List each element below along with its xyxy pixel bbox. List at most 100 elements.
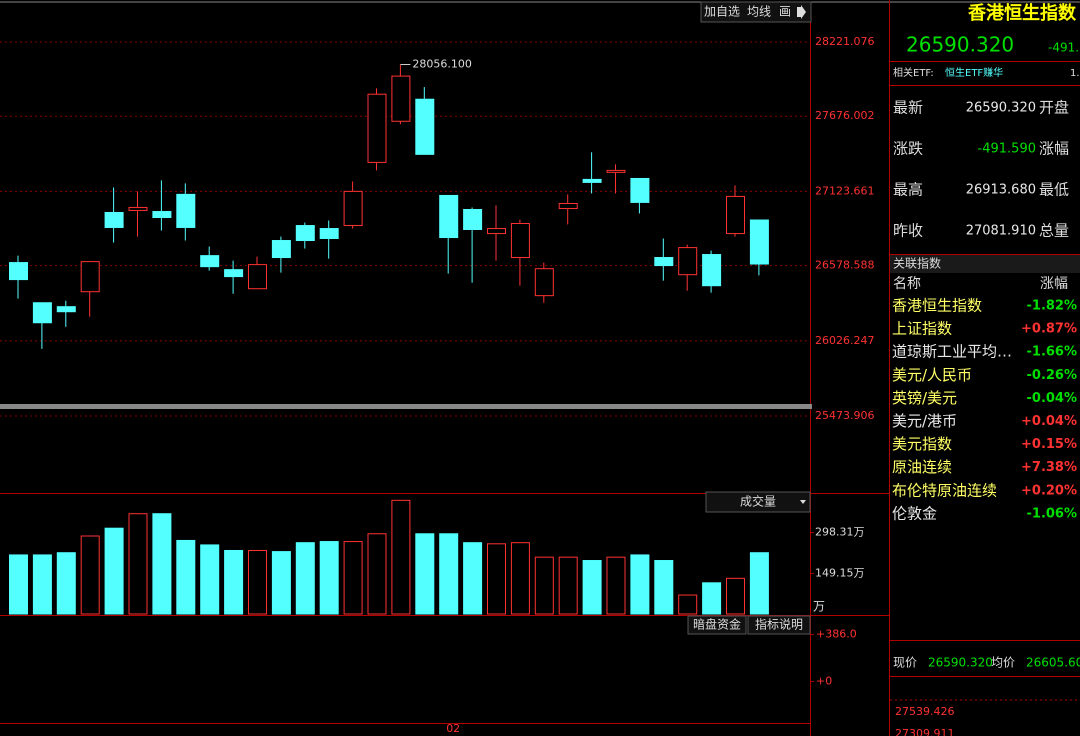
y-tick-label: 27676.002 — [815, 109, 875, 122]
annotation: 28056.100 — [412, 57, 472, 70]
splitter — [0, 404, 812, 409]
volume-bar — [678, 594, 698, 615]
volume-bar — [534, 556, 554, 615]
volume-bar — [487, 543, 506, 615]
index-change: +0.87% — [1021, 322, 1077, 337]
volume-bar — [80, 535, 100, 615]
index-name: 美元/人民币 — [892, 366, 972, 384]
candle-body — [104, 211, 124, 228]
intraday-avg: 26605.60 — [1026, 656, 1080, 670]
y-tick-label: 25473.906 — [815, 409, 875, 422]
candle-body — [271, 240, 291, 259]
index-change: -0.04% — [1027, 391, 1078, 406]
volume-bar — [152, 513, 172, 615]
y-tick-label: +386.0 — [816, 628, 857, 641]
intraday-tick: 27539.426 — [895, 705, 955, 718]
candle-body — [248, 264, 267, 290]
y-tick-label: 298.31万 — [815, 526, 865, 539]
toolbar-button[interactable]: 均线 — [747, 5, 771, 19]
candle-body — [319, 228, 339, 239]
volume-bar — [749, 552, 769, 615]
volume-bar — [128, 513, 148, 615]
index-name: 道琼斯工业平均… — [892, 343, 1012, 361]
candle-body — [343, 190, 363, 227]
dropdown-icon — [800, 500, 806, 504]
candle-body — [630, 177, 650, 203]
quote-price: 26590.320 — [906, 33, 1014, 57]
candle-body — [439, 194, 459, 239]
indicator-button[interactable] — [687, 615, 747, 635]
section-title: 关联指数 — [893, 256, 941, 271]
indicator-button-label[interactable]: 指标说明 — [755, 617, 803, 632]
candle-body — [9, 262, 28, 281]
index-change: +0.04% — [1021, 414, 1077, 429]
intraday-tick: 27309.911 — [895, 727, 955, 736]
volume-bar — [415, 533, 435, 615]
candle-body — [582, 178, 602, 183]
candle-body — [534, 268, 554, 297]
volume-bar — [343, 541, 363, 615]
candle-body — [80, 261, 100, 293]
candle-body — [56, 306, 76, 313]
candle-body — [176, 193, 196, 228]
volume-bar — [558, 556, 578, 615]
candle-body — [678, 247, 698, 276]
candle-body — [487, 228, 506, 235]
stat-label: 昨收 — [893, 222, 923, 240]
candle-body — [463, 208, 483, 230]
stat-label: 开盘 — [1039, 99, 1069, 117]
volume-bar — [510, 542, 530, 615]
y-tick-label: 28221.076 — [815, 35, 875, 48]
index-name: 上证指数 — [892, 320, 952, 338]
exit-icon[interactable] — [797, 5, 806, 19]
volume-bar — [200, 544, 220, 615]
volume-bar — [271, 551, 291, 615]
candle-body — [152, 211, 172, 219]
y-tick-label: 26026.247 — [815, 334, 875, 347]
intraday-price: 26590.320 — [928, 656, 993, 670]
volume-selector[interactable] — [705, 491, 811, 513]
volume-bar — [319, 541, 339, 615]
volume-unit: 万 — [813, 600, 825, 614]
volume-bar — [367, 533, 387, 615]
stat-label: 涨幅 — [1039, 140, 1069, 158]
stat-value: 26913.680 — [966, 183, 1036, 198]
stat-label: 最高 — [893, 181, 923, 199]
candle-body — [606, 169, 626, 173]
toolbar-button[interactable]: 加自选 — [704, 5, 740, 19]
index-change: +7.38% — [1021, 460, 1077, 475]
x-tick-label: 02 — [446, 722, 460, 735]
volume-bar — [726, 577, 745, 615]
index-name: 香港恒生指数 — [892, 297, 982, 315]
candle-body — [702, 254, 722, 287]
index-change: -1.82% — [1027, 299, 1078, 314]
volume-bar — [104, 527, 124, 615]
stat-value: 27081.910 — [966, 224, 1036, 239]
stat-value: -491.590 — [978, 142, 1036, 157]
volume-bar — [56, 552, 76, 615]
index-change: -1.66% — [1027, 345, 1078, 360]
candle-body — [654, 257, 674, 267]
volume-title: 成交量 — [740, 494, 776, 509]
toolbar — [700, 1, 812, 23]
toolbar-button[interactable]: 画 — [779, 5, 791, 19]
indicator-button-label[interactable]: 暗盘资金 — [693, 617, 741, 632]
index-name: 美元指数 — [892, 435, 952, 453]
index-name: 美元/港币 — [892, 412, 957, 430]
y-tick-label: 27123.661 — [815, 184, 875, 197]
quote-title: 香港恒生指数 — [967, 2, 1077, 24]
volume-bar — [9, 554, 28, 615]
stat-label: 涨跌 — [893, 140, 923, 158]
candle-body — [510, 223, 530, 259]
intraday-avg-label: 均价 — [991, 656, 1015, 670]
candle-body — [391, 75, 411, 122]
index-change: -0.26% — [1027, 368, 1078, 383]
etf-name: 恒生ETF赚华 — [945, 66, 1003, 79]
etf-value: 1. — [1070, 68, 1080, 79]
index-change: +0.20% — [1021, 483, 1077, 498]
column-header: 名称 — [893, 276, 921, 292]
volume-bar — [248, 549, 267, 615]
indicator-button[interactable] — [747, 615, 811, 635]
stat-label: 最新 — [893, 99, 923, 117]
index-change: -1.06% — [1027, 506, 1078, 521]
